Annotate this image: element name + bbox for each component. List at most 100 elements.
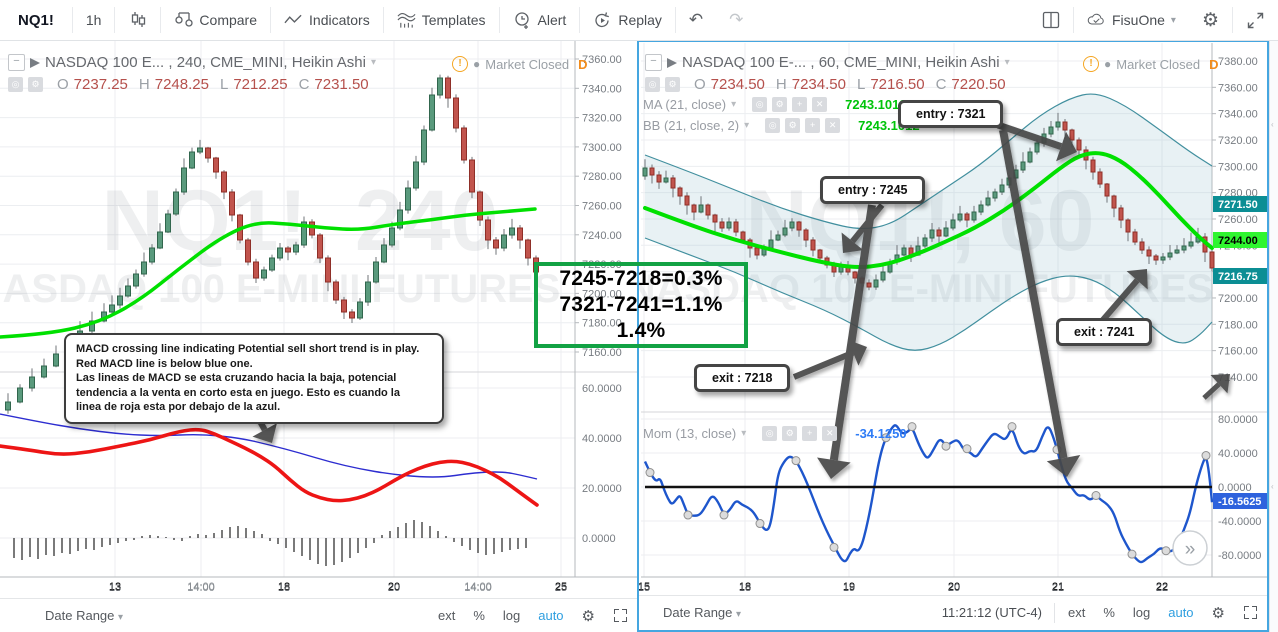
warning-icon[interactable]: ! <box>452 56 468 72</box>
date-range-button[interactable]: Date Range ▾ <box>663 605 742 620</box>
momentum-marker <box>1007 422 1017 432</box>
date-range-button[interactable]: Date Range ▾ <box>45 608 124 623</box>
svg-text:21: 21 <box>1052 582 1064 594</box>
left-chart-legend-title[interactable]: − NASDAQ 100 E... , 240, CME_MINI, Heiki… <box>8 54 376 71</box>
scrollbar[interactable]: ‹ ‹ <box>1269 0 1278 632</box>
log-toggle[interactable]: log <box>1132 605 1151 620</box>
toolbar-separator <box>382 7 384 33</box>
exit-7218-callout[interactable]: exit : 7218 <box>694 364 791 392</box>
settings-button[interactable]: ⚙ <box>1201 9 1219 31</box>
chart-style-button[interactable] <box>115 0 160 40</box>
alert-button[interactable]: Alert <box>500 0 580 40</box>
toolbar-separator <box>160 7 162 33</box>
fullscreen-button[interactable] <box>1233 0 1278 40</box>
bb-indicator-row[interactable]: BB (21, close, 2) ▾ ◎ ⚙ + ✕ 7243.1012 <box>643 118 920 133</box>
calc-line-2: 7321-7241=1.1% <box>559 293 723 316</box>
momentum-marker <box>791 456 801 466</box>
macd-note-callout[interactable]: MACD crossing line indicating Potential … <box>64 333 444 424</box>
fullscreen-icon[interactable] <box>614 609 627 622</box>
flag-icon[interactable] <box>30 57 40 68</box>
exit-7241-callout[interactable]: exit : 7241 <box>1056 318 1153 346</box>
ma-label: MA (21, close) <box>643 97 727 112</box>
open-label: O <box>57 76 69 93</box>
svg-text:18: 18 <box>739 581 751 593</box>
gear-icon[interactable]: ⚙ <box>772 97 788 112</box>
interval-button[interactable]: 1h <box>85 12 102 28</box>
momentum-marker <box>1161 546 1171 556</box>
layout-button[interactable] <box>1028 0 1073 40</box>
percent-toggle[interactable]: % <box>473 608 485 623</box>
right-chart-title[interactable]: NASDAQ 100 E-... , 60, CME_MINI, Heikin … <box>682 54 1000 71</box>
ext-toggle[interactable]: ext <box>437 608 456 623</box>
eye-icon[interactable]: ◎ <box>752 97 768 112</box>
chevron-down-icon[interactable]: ▾ <box>1004 57 1010 68</box>
right-ohlc-row: ◎ ⚙ O 7234.50 H 7234.50 L 7216.50 C 7220.50 <box>645 76 1012 93</box>
left-chart-title[interactable]: NASDAQ 100 E... , 240, CME_MINI, Heikin … <box>45 54 366 71</box>
plus-icon[interactable]: + <box>792 97 808 112</box>
entry-7245-callout[interactable]: entry : 7245 <box>820 176 926 204</box>
percent-toggle[interactable]: % <box>1103 605 1115 620</box>
ma-indicator-row[interactable]: MA (21, close) ▾ ◎ ⚙ + ✕ 7243.1012 <box>643 97 907 112</box>
auto-toggle[interactable]: auto <box>1168 605 1194 620</box>
chevron-down-icon[interactable]: ▾ <box>370 57 376 68</box>
alert-label: Alert <box>537 12 567 28</box>
profit-calc-box[interactable]: 7245-7218=0.3% 7321-7241=1.1% 1.4% <box>534 262 748 348</box>
undo-button[interactable]: ↶ <box>688 10 704 29</box>
eye-icon[interactable]: ◎ <box>645 77 660 92</box>
replay-button[interactable]: Replay <box>580 0 675 40</box>
session-badge[interactable]: D <box>1209 56 1219 72</box>
gear-icon[interactable]: ⚙ <box>785 118 801 133</box>
svg-text:20.0000: 20.0000 <box>582 483 622 495</box>
compare-button[interactable]: Compare <box>161 0 270 40</box>
left-chart-canvas[interactable]: 7360.00 7340.00 7320.00 7300.00 7280.00 7260.… <box>0 40 637 598</box>
svg-text:18: 18 <box>278 581 290 593</box>
clock-label[interactable]: 11:21:12 (UTC-4) <box>941 605 1042 620</box>
entry-7321-callout[interactable]: entry : 7321 <box>898 100 1004 128</box>
close-icon[interactable]: ✕ <box>825 118 841 133</box>
gear-icon[interactable]: ⚙ <box>665 77 680 92</box>
chart-root: 7360.00 7340.00 7320.00 7300.00 7280.00 7260.… <box>0 41 637 593</box>
templates-icon <box>397 11 416 30</box>
redo-button[interactable]: ↷ <box>729 10 744 29</box>
right-chart-panel: 7380.00 7360.00 7340.00 7320.00 7300.00 7280.… <box>637 40 1269 632</box>
collapse-pane-icon[interactable]: − <box>8 54 25 71</box>
gear-icon[interactable]: ⚙ <box>581 607 595 625</box>
account-menu[interactable]: FisuOne ▾ <box>1074 0 1189 40</box>
eye-icon[interactable]: ◎ <box>765 118 781 133</box>
momentum-marker <box>829 542 839 552</box>
session-badge[interactable]: D <box>578 56 588 72</box>
ext-toggle[interactable]: ext <box>1067 605 1086 620</box>
mom-indicator-row[interactable]: Mom (13, close) ▾ ◎ ⚙ + ✕ -34.1250 <box>643 426 907 441</box>
log-toggle[interactable]: log <box>502 608 521 623</box>
bb-lower-line <box>644 237 1213 351</box>
plus-icon[interactable]: + <box>805 118 821 133</box>
indicators-icon <box>284 11 303 30</box>
auto-toggle[interactable]: auto <box>538 608 564 623</box>
close-icon[interactable]: ✕ <box>812 97 828 112</box>
alert-clock-icon <box>513 11 532 30</box>
right-chart-legend-title[interactable]: − NASDAQ 100 E-... , 60, CME_MINI, Heiki… <box>645 54 1010 71</box>
svg-text:7260.00: 7260.00 <box>582 201 622 213</box>
gear-icon[interactable]: ⚙ <box>28 77 43 92</box>
calc-line-1: 7245-7218=0.3% <box>559 267 723 290</box>
high-label: H <box>138 76 150 93</box>
momentum-marker <box>1127 549 1137 559</box>
indicators-button[interactable]: Indicators <box>271 0 383 40</box>
compare-icon <box>174 11 193 30</box>
close-icon[interactable]: ✕ <box>822 426 838 441</box>
gear-icon[interactable]: ⚙ <box>1211 604 1225 622</box>
symbol-button[interactable]: NQ1! <box>18 11 54 29</box>
flag-icon[interactable] <box>667 57 677 68</box>
toolbar-separator <box>1073 7 1074 33</box>
templates-button[interactable]: Templates <box>384 0 499 40</box>
templates-label: Templates <box>421 12 486 28</box>
eye-icon[interactable]: ◎ <box>762 426 778 441</box>
warning-icon[interactable]: ! <box>1083 56 1099 72</box>
gear-icon[interactable]: ⚙ <box>782 426 798 441</box>
eye-icon[interactable]: ◎ <box>8 77 23 92</box>
fullscreen-icon[interactable] <box>1244 606 1257 619</box>
plus-icon[interactable]: + <box>802 426 818 441</box>
price-badge <box>1213 196 1267 212</box>
low-label: L <box>219 76 229 93</box>
collapse-pane-icon[interactable]: − <box>645 54 662 71</box>
